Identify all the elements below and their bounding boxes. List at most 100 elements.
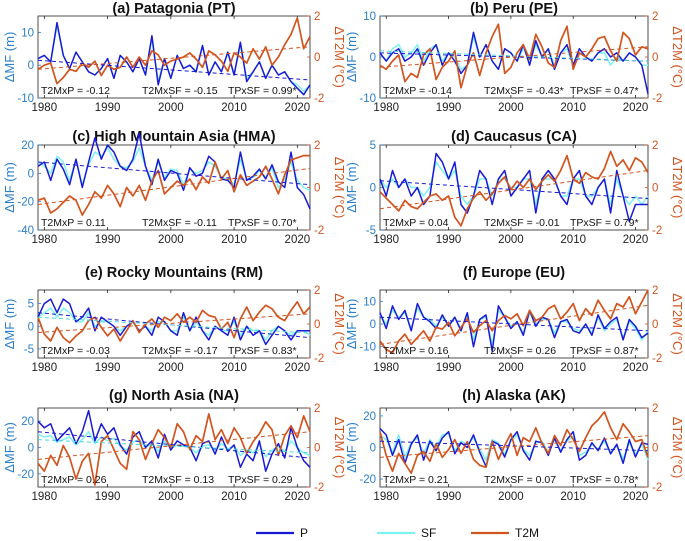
y-right-tick-label: 0 <box>652 319 658 331</box>
y-left-axis-label: ΔMF (m) <box>2 162 17 213</box>
correlation-annotation: T2MxSF = 0.13 <box>142 474 214 486</box>
y-left-tick-label: -5 <box>366 225 376 237</box>
series-line-p <box>37 298 310 346</box>
x-tick-label: 2000 <box>498 102 524 114</box>
y-right-tick-label: 2 <box>652 140 658 152</box>
correlation-annotation: T2MxP = 0.21 <box>383 474 449 486</box>
x-tick-label: 2020 <box>285 234 311 246</box>
correlation-annotation: TPxSF = 0.78* <box>570 474 639 486</box>
y-right-tick-label: 0 <box>314 52 320 64</box>
series-line-p <box>379 427 649 468</box>
plot-frame <box>37 144 311 231</box>
y-right-tick-label: 0 <box>314 443 320 455</box>
panel-2: (b) Peru (PE) 1980 1990 2000 2010 2020 -10 0 10 -… <box>344 1 685 114</box>
y-left-tick-label: 20 <box>21 140 34 152</box>
x-tick-label: 2000 <box>158 362 184 374</box>
x-tick-label: 1980 <box>32 102 58 114</box>
y-right-tick-label: -2 <box>652 93 662 105</box>
x-tick-label: 1980 <box>373 491 399 503</box>
y-right-tick-label: -2 <box>314 482 324 494</box>
x-tick-label: 2010 <box>221 234 247 246</box>
series-line-sf <box>379 432 649 461</box>
y-left-tick-label: 10 <box>363 296 376 308</box>
correlation-annotation: T2MxSF = -0.11 <box>142 217 217 229</box>
y-left-axis-label: ΔMF (m) <box>344 299 359 350</box>
correlation-annotation: TPxSF = 0.29 <box>228 474 293 486</box>
panel-3: (c) High Mountain Asia (HMA)1980 1990 2000… <box>2 129 347 246</box>
panel-title: (a) Patagonia (PT) <box>112 1 235 17</box>
y-right-tick-label: 2 <box>314 11 320 23</box>
y-left-tick-label: -40 <box>17 225 34 237</box>
panel-7: (g) North Asia (NA)1980 1990 2000 2010 2020-… <box>2 388 347 503</box>
y-right-tick-label: -2 <box>652 225 662 237</box>
y-left-axis-label: ΔMF (m) <box>344 162 359 213</box>
y-left-tick-label: 20 <box>363 411 376 423</box>
y-right-tick-label: -2 <box>314 225 324 237</box>
trend-line-p <box>37 59 311 81</box>
x-tick-label: 2010 <box>221 491 247 503</box>
correlation-annotation: T2MxP = -0.03 <box>41 345 110 357</box>
y-right-tick-label: 2 <box>652 11 658 23</box>
x-tick-label: 1990 <box>95 102 121 114</box>
panel-title: (d) Caucasus (CA) <box>451 129 577 145</box>
x-tick-label: 2000 <box>158 491 184 503</box>
legend-label-sf: SF <box>421 526 436 540</box>
x-tick-label: 1980 <box>373 362 399 374</box>
series-line-t2m <box>37 154 310 216</box>
trend-line-t2m <box>37 46 311 70</box>
x-tick-label: 2010 <box>560 362 586 374</box>
legend-label-p: P <box>300 526 308 540</box>
y-right-axis-label: ΔT2M (°C) <box>332 293 347 355</box>
y-left-tick-label: 0 <box>370 183 376 195</box>
y-right-axis-label: ΔT2M (°C) <box>670 26 685 88</box>
panel-title: (g) North Asia (NA) <box>109 388 239 404</box>
panel-4: (d) Caucasus (CA) 1980 1990 2000 2010 2020 -5 0… <box>344 129 685 246</box>
y-right-tick-label: 0 <box>314 183 320 195</box>
x-tick-label: 2020 <box>285 491 311 503</box>
trend-line-sf <box>379 50 649 62</box>
correlation-annotation: T2MxP = 0.26 <box>41 474 107 486</box>
x-tick-label: 2020 <box>285 102 311 114</box>
correlation-annotation: TPxSF = 0.47* <box>570 85 639 97</box>
y-left-tick-label: 20 <box>21 416 34 428</box>
x-tick-label: 2010 <box>560 234 586 246</box>
x-tick-label: 1980 <box>32 362 58 374</box>
panel-title: (f) Europe (EU) <box>463 265 565 281</box>
y-left-tick-label: -10 <box>359 93 376 105</box>
x-tick-label: 2020 <box>285 362 311 374</box>
x-tick-label: 1990 <box>95 234 121 246</box>
x-tick-label: 1990 <box>436 362 462 374</box>
y-right-tick-label: -2 <box>652 482 662 494</box>
legend-label-t2m: T2M <box>515 526 539 540</box>
x-tick-label: 2010 <box>560 491 586 503</box>
correlation-annotation: T2MxP = 0.11 <box>41 217 106 229</box>
x-tick-label: 1990 <box>95 362 121 374</box>
plot-frame <box>37 15 311 99</box>
y-right-axis-label: ΔT2M (°C) <box>670 293 685 355</box>
correlation-annotation: TPxSF = 0.70* <box>228 217 297 229</box>
correlation-annotation: T2MxSF = -0.01 <box>484 217 560 229</box>
x-tick-label: 1990 <box>436 491 462 503</box>
y-left-tick-label: -20 <box>17 197 34 209</box>
y-right-tick-label: -2 <box>314 93 324 105</box>
trend-line-p <box>37 431 311 459</box>
y-right-tick-label: 2 <box>652 403 658 415</box>
x-tick-label: 2010 <box>221 102 247 114</box>
correlation-annotation: T2MxSF = -0.17 <box>142 345 218 357</box>
y-left-tick-label: -10 <box>17 93 34 105</box>
y-left-axis-label: ΔMF (m) <box>2 299 17 350</box>
y-left-tick-label: 0 <box>28 321 34 333</box>
series-line-t2m <box>37 413 311 486</box>
panel-title: (e) Rocky Mountains (RM) <box>85 265 263 281</box>
x-tick-label: 2000 <box>158 102 184 114</box>
x-tick-label: 2000 <box>158 234 184 246</box>
correlation-annotation: T2MxSF = 0.07 <box>484 474 556 486</box>
y-left-axis-label: ΔMF (m) <box>344 422 359 473</box>
x-tick-label: 1980 <box>373 234 399 246</box>
correlation-annotation: T2MxP = 0.04 <box>383 217 449 229</box>
trend-line-p <box>379 440 649 452</box>
series-line-sf <box>37 430 311 458</box>
trend-line-t2m <box>379 435 649 458</box>
panel-title: (b) Peru (PE) <box>470 1 558 17</box>
series-line-t2m <box>379 411 649 475</box>
